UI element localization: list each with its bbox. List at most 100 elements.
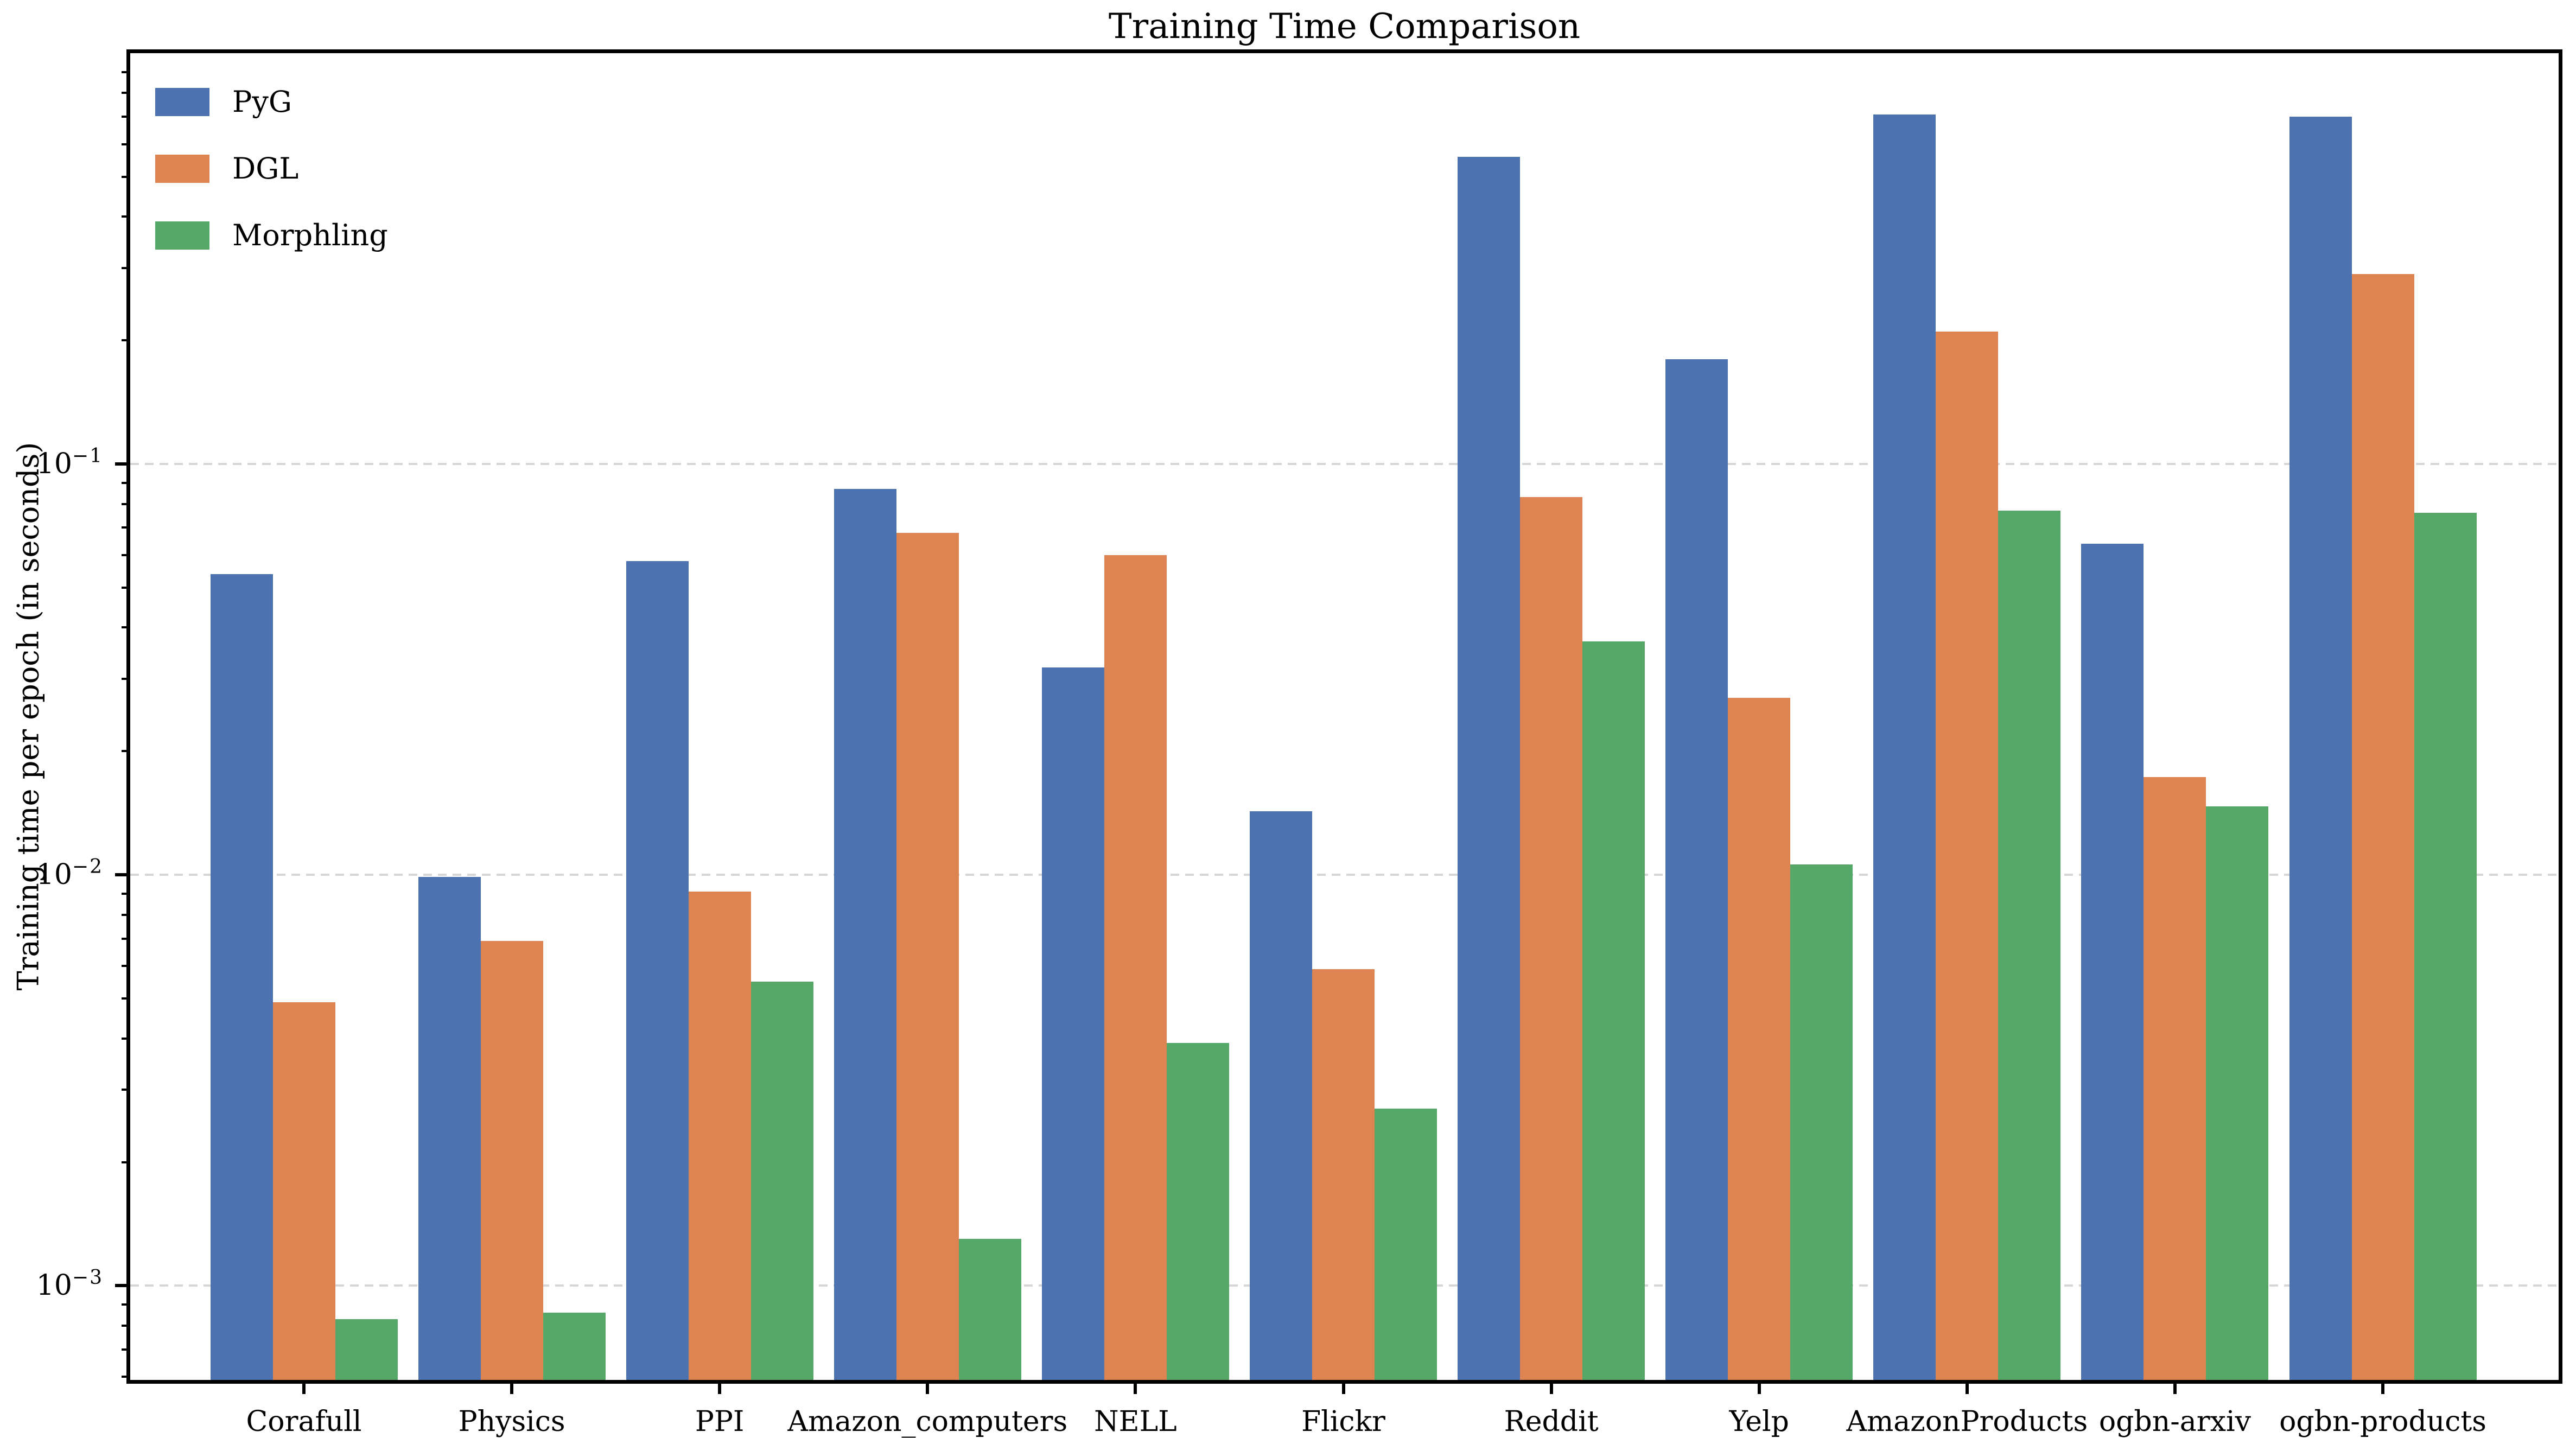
spine-top xyxy=(126,49,2562,53)
y-minor-tick xyxy=(122,1376,130,1378)
y-major-tick xyxy=(115,1284,130,1288)
y-minor-tick xyxy=(122,71,130,73)
bar-Morphling-Corafull xyxy=(335,1319,398,1380)
x-tick-label-PPI: PPI xyxy=(695,1405,745,1438)
y-minor-tick xyxy=(122,1324,130,1327)
bar-DGL-ogbn-arxiv xyxy=(2144,777,2206,1380)
x-tick-label-Yelp: Yelp xyxy=(1729,1405,1789,1438)
bar-PyG-NELL xyxy=(1041,667,1104,1380)
y-minor-tick xyxy=(122,678,130,680)
bar-Morphling-Physics xyxy=(543,1313,606,1380)
x-tick xyxy=(2381,1380,2384,1394)
bar-DGL-Corafull xyxy=(272,1002,335,1380)
x-tick-label-ogbn-arxiv: ogbn-arxiv xyxy=(2098,1405,2251,1438)
y-minor-tick xyxy=(122,143,130,145)
y-tick-label: 10−3 xyxy=(36,1267,103,1302)
bar-PyG-Reddit xyxy=(1458,156,1521,1380)
y-minor-tick xyxy=(122,92,130,94)
y-minor-tick xyxy=(122,266,130,269)
bar-Morphling-Flickr xyxy=(1375,1108,1437,1380)
x-tick-label-Corafull: Corafull xyxy=(246,1405,362,1438)
bar-Morphling-Yelp xyxy=(1790,864,1853,1380)
legend-label-DGL: DGL xyxy=(232,151,299,186)
spine-right xyxy=(2559,49,2562,1384)
legend-swatch-Morphling xyxy=(155,221,209,250)
bar-DGL-AmazonProducts xyxy=(1936,332,1999,1380)
x-tick xyxy=(1134,1380,1137,1394)
y-minor-tick xyxy=(122,997,130,1000)
bar-PyG-AmazonProducts xyxy=(1873,114,1936,1380)
bar-DGL-Reddit xyxy=(1520,497,1583,1380)
y-minor-tick xyxy=(122,526,130,529)
y-minor-tick xyxy=(122,116,130,118)
legend-item-PyG: PyG xyxy=(155,85,388,119)
gridline xyxy=(130,463,2559,466)
x-tick-label-ogbn-products: ogbn-products xyxy=(2279,1405,2486,1438)
spine-bottom xyxy=(126,1380,2562,1384)
bar-DGL-ogbn-products xyxy=(2351,274,2414,1380)
x-tick xyxy=(1549,1380,1553,1394)
x-tick xyxy=(510,1380,514,1394)
bar-Morphling-ogbn-arxiv xyxy=(2206,806,2269,1380)
y-tick-label: 10−1 xyxy=(36,445,103,481)
legend-item-Morphling: Morphling xyxy=(155,218,388,252)
bar-Morphling-AmazonProducts xyxy=(1998,511,2061,1380)
y-minor-tick xyxy=(122,481,130,484)
y-axis-label: Training time per epoch (in seconds) xyxy=(11,442,46,991)
x-tick xyxy=(1757,1380,1761,1394)
y-major-tick xyxy=(115,873,130,877)
legend-item-DGL: DGL xyxy=(155,151,388,186)
bar-PyG-ogbn-products xyxy=(2289,117,2352,1380)
y-minor-tick xyxy=(122,1303,130,1306)
y-minor-tick xyxy=(122,1161,130,1163)
chart-title: Training Time Comparison xyxy=(1108,7,1581,47)
spine-left xyxy=(126,49,130,1384)
y-minor-tick xyxy=(122,175,130,178)
x-tick xyxy=(926,1380,930,1394)
x-tick xyxy=(1341,1380,1345,1394)
y-minor-tick xyxy=(122,750,130,753)
x-tick-label-AmazonProducts: AmazonProducts xyxy=(1846,1405,2088,1438)
bar-PyG-Physics xyxy=(418,876,481,1380)
gridline xyxy=(130,874,2559,876)
bar-DGL-Amazon_computers xyxy=(896,532,959,1380)
x-tick-label-Reddit: Reddit xyxy=(1504,1405,1599,1438)
y-minor-tick xyxy=(122,1348,130,1351)
x-tick-label-Amazon_computers: Amazon_computers xyxy=(787,1405,1068,1438)
x-tick xyxy=(302,1380,306,1394)
bar-DGL-Physics xyxy=(480,941,543,1380)
legend-swatch-DGL xyxy=(155,154,209,183)
bar-Morphling-NELL xyxy=(1166,1042,1229,1380)
bar-Morphling-Reddit xyxy=(1582,641,1645,1380)
y-minor-tick xyxy=(122,554,130,557)
x-tick xyxy=(1965,1380,1969,1394)
bar-PyG-PPI xyxy=(626,561,689,1380)
bar-DGL-Flickr xyxy=(1312,969,1375,1380)
x-tick-label-Flickr: Flickr xyxy=(1301,1405,1385,1438)
bar-PyG-Flickr xyxy=(1250,811,1312,1380)
y-minor-tick xyxy=(122,913,130,916)
x-tick xyxy=(718,1380,722,1394)
bar-DGL-NELL xyxy=(1104,555,1167,1380)
bar-DGL-Yelp xyxy=(1728,697,1791,1380)
x-tick-label-Physics: Physics xyxy=(458,1405,565,1438)
bar-PyG-Amazon_computers xyxy=(834,488,896,1380)
y-minor-tick xyxy=(122,1089,130,1091)
bar-PyG-Corafull xyxy=(210,574,273,1380)
y-minor-tick xyxy=(122,965,130,968)
x-tick xyxy=(2173,1380,2177,1394)
y-minor-tick xyxy=(122,1037,130,1040)
bar-Morphling-ogbn-products xyxy=(2414,513,2477,1380)
legend: PyG DGL Morphling xyxy=(155,85,388,285)
y-major-tick xyxy=(115,462,130,466)
bar-PyG-ogbn-arxiv xyxy=(2081,543,2144,1380)
x-tick-label-NELL: NELL xyxy=(1094,1405,1177,1438)
y-minor-tick xyxy=(122,215,130,218)
y-minor-tick xyxy=(122,892,130,895)
bar-DGL-PPI xyxy=(688,892,751,1380)
bar-PyG-Yelp xyxy=(1665,359,1728,1380)
y-minor-tick xyxy=(122,502,130,505)
y-minor-tick xyxy=(122,339,130,342)
y-minor-tick xyxy=(122,587,130,589)
legend-label-PyG: PyG xyxy=(232,85,292,119)
